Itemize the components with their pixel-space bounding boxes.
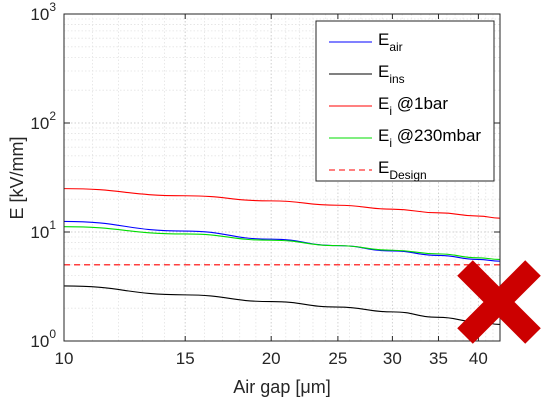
x-tick-label: 15 <box>176 349 195 368</box>
legend-entry: Ei @1bar <box>378 94 448 118</box>
x-axis-title: Air gap [μm] <box>233 377 330 397</box>
legend-entry: Eair <box>378 30 403 54</box>
x-tick-label: 35 <box>429 349 448 368</box>
legend-entry: Eins <box>378 62 405 86</box>
cross-overlay <box>457 260 541 344</box>
series-line-i <box>63 226 501 260</box>
cross-stroke <box>457 260 541 344</box>
y-tick-label: 102 <box>30 109 56 133</box>
y-tick-label: 103 <box>30 0 56 24</box>
x-tick-label: 30 <box>383 349 402 368</box>
x-tick-label: 20 <box>262 349 281 368</box>
legend-entry: Ei @230mbar <box>378 126 481 150</box>
y-tick-label: 100 <box>30 327 56 351</box>
plot-frame <box>63 13 501 342</box>
series-layer <box>63 188 501 325</box>
x-tick-label: 40 <box>469 349 488 368</box>
x-tick-label: 25 <box>328 349 347 368</box>
axes: 10 15 20 25 30 35 40 100 101 102 103 <box>30 0 500 368</box>
series-line-i <box>63 188 501 219</box>
legend: Eair Eins Ei @1bar Ei @230mbar EDesign <box>315 20 495 182</box>
legend-entry: EDesign <box>378 158 427 182</box>
y-tick-label: 101 <box>30 218 56 242</box>
x-tick-label: 10 <box>55 349 74 368</box>
y-axis-title: E [kV/mm] <box>7 136 27 219</box>
legend-box <box>315 20 495 182</box>
